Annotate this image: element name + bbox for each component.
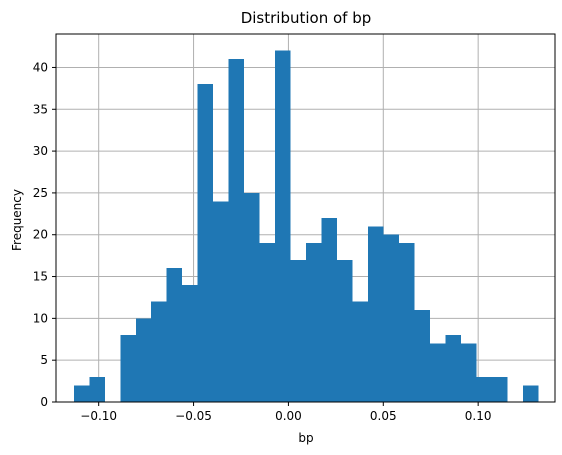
- histogram-bar: [166, 268, 183, 402]
- y-axis-label: Frequency: [10, 189, 24, 251]
- histogram-bar: [197, 84, 214, 402]
- y-tick-label: 10: [33, 311, 48, 325]
- histogram-bar: [213, 201, 229, 402]
- chart-title: Distribution of bp: [241, 9, 372, 27]
- x-tick-label: −0.05: [175, 409, 212, 423]
- x-tick-label: 0.05: [370, 409, 397, 423]
- histogram-bar: [275, 50, 291, 403]
- histogram-bar: [306, 243, 322, 402]
- histogram-bar: [460, 343, 477, 402]
- y-tick-label: 5: [40, 353, 48, 367]
- histogram-bar: [135, 318, 152, 402]
- histogram-bar: [367, 226, 384, 402]
- y-tick-label: 15: [33, 270, 48, 284]
- axes: −0.10 −0.05 0.00 0.05 0.10 0 5 10 15 20 25 30 35 40: [33, 33, 556, 423]
- y-tick-label: 35: [33, 102, 48, 116]
- histogram-bar: [445, 335, 461, 402]
- histogram-bar: [398, 243, 415, 402]
- y-tick-label: 40: [33, 60, 48, 74]
- histogram-bar: [228, 59, 245, 402]
- y-tick-label: 20: [33, 228, 48, 242]
- x-tick-label: −0.10: [80, 409, 117, 423]
- x-tick-label: 0.10: [465, 409, 492, 423]
- histogram-bar: [321, 218, 338, 402]
- histogram-bar: [120, 335, 136, 402]
- histogram-bar: [73, 385, 90, 402]
- bars: [73, 50, 539, 403]
- histogram-bar: [151, 301, 167, 402]
- plot-frame: [55, 33, 556, 403]
- y-tick-label: 30: [33, 144, 48, 158]
- histogram-bar: [244, 192, 260, 402]
- histogram-bar: [476, 376, 492, 402]
- histogram-bar: [522, 385, 539, 402]
- y-tick-label: 25: [33, 186, 48, 200]
- histogram-bar: [383, 234, 399, 402]
- histogram-bar: [429, 343, 446, 402]
- histogram-bar: [337, 259, 353, 402]
- histogram-bar: [290, 259, 307, 402]
- x-tick-label: 0.00: [275, 409, 302, 423]
- histogram-bar: [259, 243, 276, 402]
- y-tick-label: 0: [40, 395, 48, 409]
- histogram-bar: [352, 301, 368, 402]
- histogram-bar: [414, 310, 430, 402]
- histogram-bar: [182, 284, 198, 402]
- histogram-bar: [89, 376, 105, 402]
- histogram-bar: [491, 376, 508, 402]
- x-axis-label: bp: [298, 431, 313, 445]
